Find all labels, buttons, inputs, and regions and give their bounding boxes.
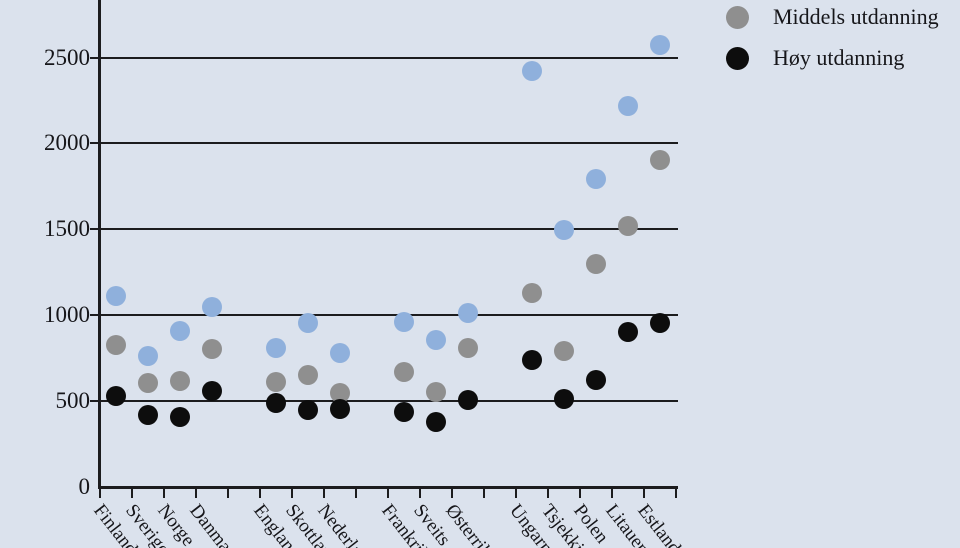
y-tick-label: 500 [55,388,91,414]
data-point-tsjekkia-blue-series [554,220,574,241]
x-axis-tick [387,487,389,498]
data-point-estland-høy-utdanning [650,312,670,333]
x-axis-tick [227,487,229,498]
x-axis-tick [163,487,165,498]
data-point-finland-middels-utdanning [106,335,126,356]
x-axis-tick [611,487,613,498]
data-point-norge-høy-utdanning [170,407,190,428]
data-point-nederland-middels-utdanning [330,382,350,403]
data-point-sverige-høy-utdanning [138,404,158,425]
data-point-danmark-blue-series [202,296,222,317]
data-point-østerrike-høy-utdanning [458,390,478,411]
data-point-frankrike-høy-utdanning [394,402,414,423]
x-axis-tick [483,487,485,498]
data-point-danmark-høy-utdanning [202,380,222,401]
data-point-estland-blue-series [650,34,670,55]
x-axis-tick [675,487,677,498]
data-point-england-middels-utdanning [266,372,286,393]
x-axis-tick [547,487,549,498]
data-point-skottland-middels-utdanning [298,365,318,386]
y-axis-tick [90,56,100,59]
data-point-polen-høy-utdanning [586,370,606,391]
data-point-finland-høy-utdanning [106,385,126,406]
data-point-england-høy-utdanning [266,392,286,413]
data-point-sverige-blue-series [138,346,158,367]
data-point-tsjekkia-høy-utdanning [554,389,574,410]
y-tick-label: 1000 [44,302,90,328]
data-point-sverige-middels-utdanning [138,373,158,394]
y-axis-tick [90,228,100,231]
y-tick-label: 0 [78,474,91,499]
gray-dot-icon [726,5,749,29]
gridline-1500 [100,228,678,231]
gridline-2500 [100,56,678,59]
data-point-skottland-blue-series [298,312,318,333]
data-point-skottland-høy-utdanning [298,399,318,420]
x-axis-tick [195,487,197,498]
x-category-label-estland: Estland [633,500,685,548]
legend-item-middels: Middels utdanning [726,4,939,29]
data-point-polen-blue-series [586,169,606,190]
y-tick-label: 2000 [44,130,90,156]
data-point-danmark-middels-utdanning [202,338,222,359]
black-dot-icon [726,46,749,70]
x-axis-tick [579,487,581,498]
gridline-1000 [100,314,678,317]
y-axis-tick [90,400,100,403]
gridline-2000 [100,142,678,145]
data-point-norge-middels-utdanning [170,371,190,392]
data-point-ungarn-middels-utdanning [522,282,542,303]
x-axis-tick [259,487,261,498]
data-point-sveits-blue-series [426,330,446,351]
data-point-sveits-høy-utdanning [426,411,446,432]
data-point-litauen-høy-utdanning [618,321,638,342]
legend-item-label: Middels utdanning [773,4,939,29]
x-axis-tick [291,487,293,498]
data-point-england-blue-series [266,337,286,358]
x-axis-tick [323,487,325,498]
x-axis-tick [99,487,101,498]
data-point-tsjekkia-middels-utdanning [554,341,574,362]
x-axis-tick [131,487,133,498]
data-point-sveits-middels-utdanning [426,381,446,402]
legend-item-hoy: Høy utdanning [726,45,905,70]
data-point-estland-middels-utdanning [650,149,670,170]
y-axis-line [98,0,101,489]
data-point-østerrike-middels-utdanning [458,337,478,358]
x-axis-tick [515,487,517,498]
x-axis-tick [355,487,357,498]
gridline-500 [100,400,678,403]
data-point-nederland-høy-utdanning [330,398,350,419]
legend-item-label: Høy utdanning [773,45,905,70]
x-axis-tick [643,487,645,498]
data-point-nederland-blue-series [330,342,350,363]
data-point-norge-blue-series [170,320,190,341]
x-axis-tick [451,487,453,498]
y-axis-tick [90,314,100,317]
y-axis-tick [90,142,100,145]
data-point-ungarn-høy-utdanning [522,349,542,370]
data-point-polen-middels-utdanning [586,253,606,274]
data-point-litauen-blue-series [618,95,638,116]
data-point-østerrike-blue-series [458,303,478,324]
data-point-litauen-middels-utdanning [618,215,638,236]
x-axis-tick [419,487,421,498]
data-point-finland-blue-series [106,286,126,307]
y-tick-label: 1500 [44,216,90,242]
data-point-frankrike-blue-series [394,312,414,333]
data-point-ungarn-blue-series [522,61,542,82]
y-tick-label: 2500 [44,44,90,70]
data-point-frankrike-middels-utdanning [394,361,414,382]
